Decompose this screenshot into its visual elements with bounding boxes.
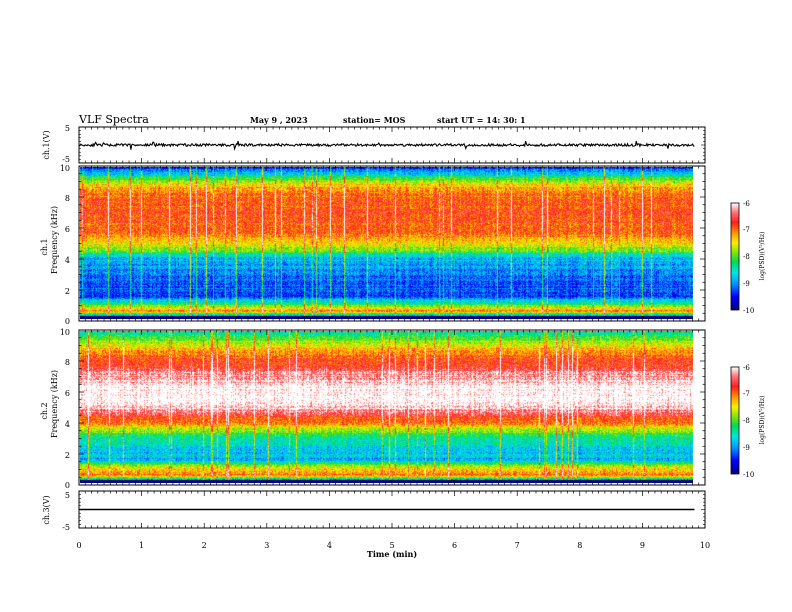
ch2-colorbar-tick-m10: -10 (743, 471, 754, 479)
ch1-spec-ytick-2: 2 (65, 287, 70, 296)
ch2-colorbar (731, 367, 739, 474)
ch2-colorbar-tick-m7: -7 (743, 390, 750, 398)
ch1-waveform-ytick-top: 5 (65, 124, 70, 133)
x-tick-label-4: 4 (327, 541, 332, 550)
ch1-spectrogram-canvas (80, 167, 693, 319)
ch1-waveform-trace (78, 140, 695, 152)
ch1-colorbar-tick-m10: -10 (743, 307, 754, 315)
ch2-colorbar-tick-m6: -6 (743, 364, 750, 372)
ch2-colorbar-tick-m9: -9 (743, 444, 750, 452)
ch1-spec-ytick-4: 4 (65, 256, 70, 265)
ch2-colorbar-frame (730, 366, 740, 475)
ch2-channel-label: ch.2 (40, 402, 49, 419)
ch2-colorbar-label: log(PSD)(V²/Hz) (759, 396, 766, 445)
ch2-spec-ytick-2: 2 (65, 451, 70, 460)
ch1-spec-ytick-6: 6 (65, 225, 70, 234)
x-tick-label-7: 7 (515, 541, 520, 550)
ch1-colorbar (731, 203, 739, 310)
ch2-spec-ytick-0: 0 (65, 481, 70, 490)
ch1-spectrogram-area (80, 167, 693, 319)
ch2-spec-ytick-8: 8 (65, 358, 70, 367)
x-axis-tick-labels: 0 1 2 3 4 5 6 7 8 9 10 (76, 541, 710, 550)
header-station: station= MOS (343, 115, 406, 125)
x-tick-label-2: 2 (202, 541, 207, 550)
x-tick-label-3: 3 (264, 541, 269, 550)
ch1-colorbar-frame (730, 202, 740, 311)
x-tick-label-5: 5 (389, 541, 394, 550)
x-tick-label-8: 8 (577, 541, 582, 550)
ch1-colorbar-tick-m6: -6 (743, 200, 750, 208)
x-tick-label-10: 10 (700, 541, 710, 550)
header-start-ut: start UT = 14: 30: 1 (437, 115, 526, 125)
ch1-colorbar-label: log(PSD)(V²/Hz) (759, 232, 766, 281)
ch2-colorbar-tick-m8: -8 (743, 417, 750, 425)
ch1-colorbar-tick-m8: -8 (743, 253, 750, 261)
ch2-spec-ylabel: Frequency (kHz) (50, 370, 59, 438)
x-tick-label-6: 6 (452, 541, 457, 550)
ch2-colorbar-canvas (731, 367, 739, 474)
ch1-spec-ytick-0: 0 (65, 317, 70, 326)
ch3-waveform-ylabel: ch.3(V) (42, 495, 51, 524)
ch1-colorbar-tick-m9: -9 (743, 280, 750, 288)
ch3-waveform-ytick-bottom: -5 (62, 523, 70, 532)
x-tick-label-9: 9 (640, 541, 645, 550)
header-date: May 9 , 2023 (250, 115, 308, 125)
ch1-spec-ytick-10: 10 (60, 164, 70, 173)
ch1-spec-ytick-8: 8 (65, 194, 70, 203)
ch1-spec-ylabel: Frequency (kHz) (50, 206, 59, 274)
x-tick-label-0: 0 (76, 541, 81, 550)
ch2-spec-ytick-4: 4 (65, 420, 70, 429)
ch1-waveform-ytick-bottom: -5 (62, 155, 70, 164)
ch1-waveform-ylabel: ch.1(V) (42, 130, 51, 159)
ch1-colorbar-tick-m7: -7 (743, 226, 750, 234)
chart-title: VLF Spectra (78, 113, 149, 126)
ch2-spectrogram-area (80, 331, 693, 483)
x-axis-label: Time (min) (367, 549, 417, 559)
ch2-spectrogram-canvas (80, 331, 693, 483)
axis-tick-marks (78, 126, 706, 529)
ch1-channel-label: ch.1 (40, 238, 49, 255)
ch1-colorbar-canvas (731, 203, 739, 310)
ch3-waveform-ytick-top: 5 (65, 491, 70, 500)
ch2-spec-ytick-6: 6 (65, 389, 70, 398)
waveform-traces (78, 140, 695, 511)
ch2-spec-ytick-10: 10 (60, 328, 70, 337)
x-tick-label-1: 1 (139, 541, 144, 550)
